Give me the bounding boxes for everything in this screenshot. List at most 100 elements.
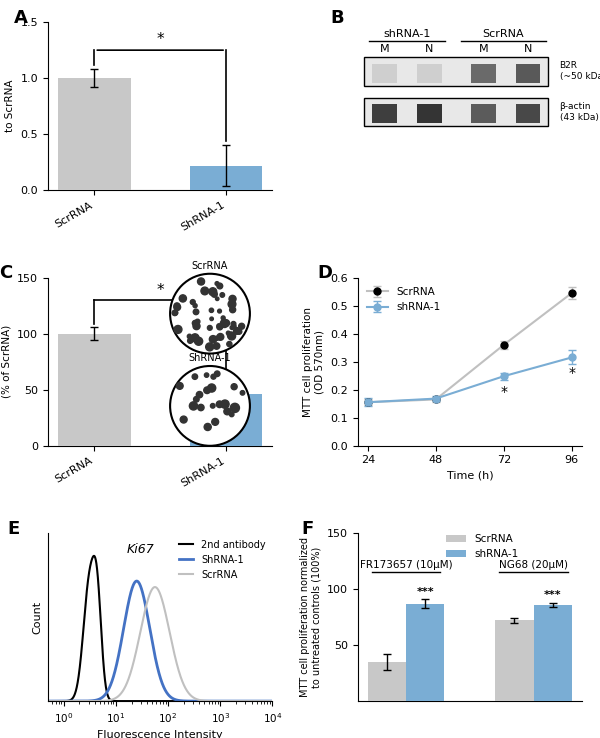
Circle shape — [174, 303, 180, 308]
Circle shape — [193, 323, 200, 330]
ShRNA-1 — [133, 576, 140, 585]
2nd antibody — [269, 697, 276, 706]
Title: ShRNA-1: ShRNA-1 — [188, 353, 232, 363]
Circle shape — [194, 337, 203, 345]
Circle shape — [227, 332, 233, 338]
Text: D: D — [317, 264, 332, 282]
Text: *: * — [500, 384, 508, 399]
Circle shape — [208, 325, 212, 331]
FancyBboxPatch shape — [471, 64, 496, 83]
Circle shape — [179, 294, 187, 302]
Text: M: M — [478, 44, 488, 54]
Circle shape — [221, 400, 229, 408]
Circle shape — [198, 404, 204, 410]
Circle shape — [220, 293, 224, 297]
Title: ScrRNA: ScrRNA — [192, 261, 228, 271]
2nd antibody — [262, 697, 269, 706]
FancyBboxPatch shape — [471, 105, 496, 123]
Text: *: * — [157, 283, 164, 297]
Circle shape — [214, 371, 220, 376]
Text: B: B — [331, 9, 344, 27]
ScrRNA — [269, 697, 276, 706]
ShRNA-1 — [44, 697, 52, 706]
Circle shape — [176, 382, 183, 390]
FancyBboxPatch shape — [417, 64, 442, 83]
Circle shape — [200, 280, 204, 284]
Circle shape — [231, 384, 237, 390]
Circle shape — [180, 416, 187, 423]
ScrRNA — [148, 587, 155, 596]
Circle shape — [230, 403, 239, 413]
X-axis label: Fluorescence Intensity: Fluorescence Intensity — [97, 730, 223, 738]
Text: ***: *** — [416, 587, 434, 597]
Circle shape — [192, 374, 197, 379]
Circle shape — [194, 396, 199, 402]
FancyBboxPatch shape — [372, 64, 397, 83]
2nd antibody — [262, 697, 269, 706]
Text: Ki67: Ki67 — [127, 543, 154, 556]
Circle shape — [174, 304, 181, 311]
Circle shape — [223, 320, 230, 326]
Circle shape — [208, 384, 216, 392]
Circle shape — [228, 334, 231, 337]
Text: ***: *** — [544, 590, 562, 600]
Circle shape — [220, 320, 229, 328]
ShRNA-1 — [262, 697, 269, 706]
Bar — [406, 604, 445, 701]
Circle shape — [226, 331, 230, 335]
Circle shape — [191, 334, 199, 342]
Circle shape — [232, 324, 236, 328]
ScrRNA — [44, 697, 52, 706]
Circle shape — [240, 390, 245, 395]
Circle shape — [190, 300, 195, 305]
Text: FR173657 (10μM): FR173657 (10μM) — [360, 560, 452, 570]
Bar — [496, 621, 533, 701]
Text: shRNA-1: shRNA-1 — [383, 29, 431, 39]
Circle shape — [193, 320, 198, 326]
2nd antibody — [44, 697, 52, 706]
Bar — [58, 78, 131, 190]
ShRNA-1 — [221, 697, 229, 706]
Circle shape — [209, 288, 217, 296]
Circle shape — [201, 287, 209, 294]
Circle shape — [190, 401, 197, 410]
Circle shape — [209, 308, 214, 312]
Circle shape — [216, 401, 223, 407]
Circle shape — [236, 329, 242, 334]
Circle shape — [188, 338, 193, 343]
FancyBboxPatch shape — [516, 105, 541, 123]
Circle shape — [230, 307, 236, 313]
Circle shape — [228, 332, 236, 340]
Circle shape — [211, 292, 217, 297]
Circle shape — [228, 300, 236, 308]
Bar — [368, 662, 406, 701]
Circle shape — [231, 322, 236, 326]
Text: B2R
(~50 kDa): B2R (~50 kDa) — [560, 61, 600, 80]
Circle shape — [195, 320, 200, 324]
ShRNA-1 — [56, 697, 63, 706]
Circle shape — [196, 391, 203, 398]
FancyBboxPatch shape — [364, 58, 548, 86]
Circle shape — [239, 323, 245, 329]
Circle shape — [233, 328, 240, 334]
ShRNA-1 — [148, 632, 155, 641]
Text: M: M — [380, 44, 389, 54]
Line: ScrRNA: ScrRNA — [48, 587, 272, 701]
ShRNA-1 — [262, 697, 269, 706]
Text: A: A — [14, 9, 28, 27]
Text: NG68 (20μM): NG68 (20μM) — [499, 560, 568, 570]
Circle shape — [218, 309, 221, 313]
X-axis label: Time (h): Time (h) — [446, 471, 493, 481]
Circle shape — [217, 324, 223, 330]
Bar — [190, 165, 262, 190]
Circle shape — [205, 373, 209, 377]
Circle shape — [212, 418, 218, 425]
2nd antibody — [56, 697, 63, 706]
Legend: ScrRNA, shRNA-1: ScrRNA, shRNA-1 — [442, 530, 523, 563]
Circle shape — [217, 283, 223, 289]
Circle shape — [211, 404, 215, 408]
Bar — [190, 394, 262, 446]
Y-axis label: MTT cell proliferation normalized
to untreated controls (100%): MTT cell proliferation normalized to unt… — [300, 537, 322, 697]
2nd antibody — [154, 697, 161, 706]
Circle shape — [197, 278, 205, 285]
